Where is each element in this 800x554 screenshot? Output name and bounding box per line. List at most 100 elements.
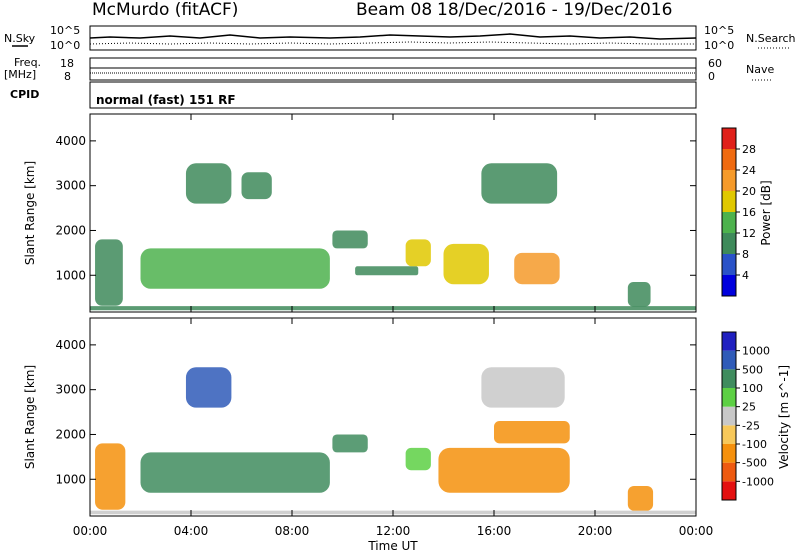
nave-tick-top: 60 <box>708 57 722 70</box>
scatter-region-5 <box>332 230 368 249</box>
scatter-region-7 <box>405 239 431 267</box>
freq-tick-top: 18 <box>60 57 74 70</box>
power-y-axis: 4000 3000 2000 1000 <box>55 134 696 282</box>
colorbar-swatch-7 <box>722 350 736 370</box>
power-data-layer <box>90 163 696 311</box>
nave-label: Nave <box>746 63 774 76</box>
y-tick-label-3: 1000 <box>55 268 86 282</box>
scatter-region-9 <box>514 252 560 285</box>
colorbar-tick-label-2: 20 <box>742 185 756 198</box>
colorbar-swatch-3 <box>722 212 736 233</box>
y-tick-label-0: 4000 <box>55 134 86 148</box>
x-tick-label-3: 12:00 <box>376 524 411 538</box>
x-tick-label-4: 16:00 <box>477 524 512 538</box>
colorbar-swatch-1 <box>722 254 736 275</box>
colorbar-swatch-5 <box>722 388 736 407</box>
y-tick-label-0: 4000 <box>55 338 86 352</box>
scatter-region-3 <box>185 163 232 204</box>
colorbar-swatch-0 <box>722 481 736 500</box>
colorbar-swatch-2 <box>722 233 736 254</box>
date-range: 18/Dec/2016 - 19/Dec/2016 <box>437 0 672 20</box>
colorbar-tick-label-6: 4 <box>742 269 749 282</box>
power-ylabel: Slant Range [km] <box>23 161 37 265</box>
colorbar-tick-label-0: 28 <box>742 143 756 156</box>
time-axis: 00:00 04:00 08:00 12:00 16:00 20:00 00:00 <box>73 114 714 538</box>
freq-tick-bottom: 8 <box>64 70 71 83</box>
colorbar-swatch-5 <box>722 170 736 191</box>
colorbar-tick-label-4: 12 <box>742 227 756 240</box>
colorbar-swatch-6 <box>722 369 736 388</box>
power-panel: 4000 3000 2000 1000 Slant Range [km] <box>23 113 697 313</box>
velocity-colorbar: 1000 500 100 25 -25 -100 -500 -1000 <box>721 331 774 501</box>
x-tick-label-0: 00:00 <box>73 524 108 538</box>
x-tick-label-2: 08:00 <box>275 524 310 538</box>
station-title: McMurdo (fitACF) <box>92 0 238 20</box>
scatter-region-10 <box>481 163 558 204</box>
beam-label: Beam 08 <box>356 0 432 20</box>
scatter-region-4 <box>241 172 272 200</box>
scatter-region-1 <box>95 239 123 306</box>
velocity-colorbar-label: Velocity [m s^-1] <box>777 365 791 469</box>
cpid-value: normal (fast) 151 RF <box>96 93 236 107</box>
x-tick-label-1: 04:00 <box>174 524 209 538</box>
power-colorbar: 28 24 20 16 12 8 4 <box>721 127 756 297</box>
noise-tick-left-top: 10^5 <box>50 24 80 37</box>
nsearch-label: N.Search <box>746 32 796 45</box>
colorbar-swatch-1 <box>722 462 736 482</box>
scatter-region-11 <box>627 281 651 307</box>
y-tick-label-1: 3000 <box>55 179 86 193</box>
scatter-region-3 <box>185 367 232 408</box>
colorbar-swatch-0 <box>722 275 736 296</box>
scatter-region-6 <box>355 266 419 276</box>
colorbar-swatch-4 <box>722 406 736 426</box>
scatter-region-6 <box>438 447 570 493</box>
colorbar-swatch-2 <box>722 444 736 463</box>
cpid-label: CPID <box>10 88 39 101</box>
colorbar-tick-label-3: 16 <box>742 206 756 219</box>
scatter-region-2 <box>140 248 330 289</box>
scatter-region-2 <box>140 452 330 493</box>
colorbar-tick-label-2: 100 <box>742 382 763 395</box>
colorbar-tick-label-5: -100 <box>742 438 767 451</box>
y-tick-label-2: 2000 <box>55 427 86 441</box>
y-tick-label-1: 3000 <box>55 383 86 397</box>
scatter-region-8 <box>443 243 489 285</box>
time-axis-label: Time UT <box>367 539 418 553</box>
colorbar-frame <box>721 331 737 501</box>
colorbar-tick-label-1: 24 <box>742 164 756 177</box>
noise-tick-right-bottom: 10^0 <box>704 39 734 52</box>
y-tick-label-2: 2000 <box>55 223 86 237</box>
freq-label: Freq. <box>14 56 41 69</box>
velocity-panel: 4000 3000 2000 1000 Slant Range [km] <box>23 317 697 517</box>
scatter-region-1 <box>95 443 126 510</box>
scatter-region-9 <box>627 485 654 511</box>
x-tick-label-6: 00:00 <box>679 524 714 538</box>
nave-tick-bottom: 0 <box>708 70 715 83</box>
y-tick-label-3: 1000 <box>55 472 86 486</box>
colorbar-swatch-6 <box>722 149 736 170</box>
scatter-region-5 <box>405 447 431 471</box>
nsearch-trace <box>89 41 696 45</box>
velocity-ylabel: Slant Range [km] <box>23 365 37 469</box>
colorbar-swatch-4 <box>722 191 736 212</box>
power-colorbar-label: Power [dB] <box>759 180 773 245</box>
colorbar-tick-label-3: 25 <box>742 401 756 414</box>
x-tick-label-5: 20:00 <box>578 524 613 538</box>
colorbar-tick-label-6: -500 <box>742 457 767 470</box>
noise-tick-left-bottom: 10^0 <box>50 39 80 52</box>
colorbar-swatch-7 <box>722 128 736 149</box>
colorbar-tick-label-7: -1000 <box>742 475 774 488</box>
freq-panel <box>89 57 697 81</box>
scatter-region-4 <box>332 434 368 453</box>
nsky-trace <box>89 33 697 40</box>
scatter-region-7 <box>494 421 570 444</box>
velocity-y-axis: 4000 3000 2000 1000 <box>55 338 696 486</box>
nsky-label: N.Sky <box>4 32 36 45</box>
cpid-panel <box>89 81 697 109</box>
noise-tick-right-top: 10^5 <box>704 24 734 37</box>
colorbar-swatch-3 <box>722 425 736 444</box>
colorbar-tick-label-1: 500 <box>742 363 763 376</box>
colorbar-swatch-8 <box>722 332 736 351</box>
velocity-data-layer <box>90 367 696 515</box>
